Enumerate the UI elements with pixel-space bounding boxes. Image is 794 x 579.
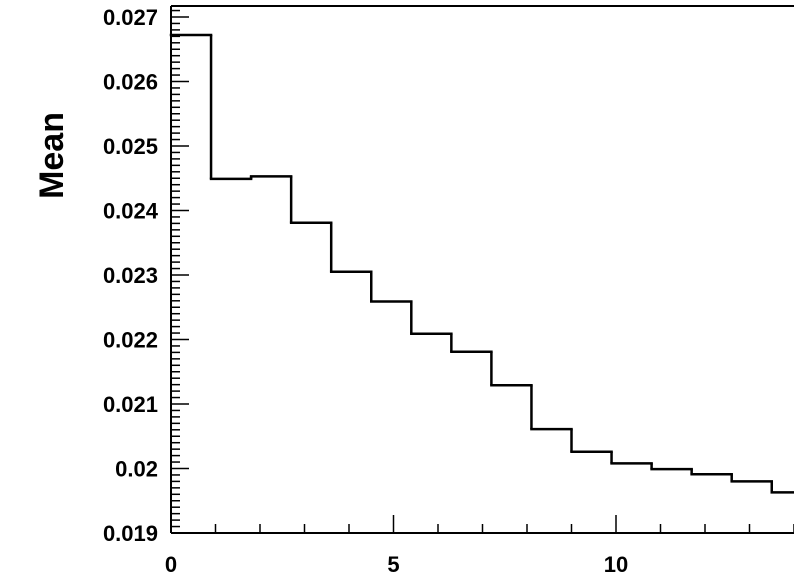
y-axis-title: Mean — [33, 112, 71, 199]
y-tick-label: 0.024 — [103, 199, 159, 224]
y-tick-label: 0.022 — [103, 328, 158, 353]
x-tick-label: 10 — [604, 552, 628, 577]
y-tick-label: 0.026 — [103, 70, 158, 95]
y-tick-label: 0.019 — [103, 521, 158, 546]
x-tick-label: 0 — [165, 552, 177, 577]
y-tick-label: 0.025 — [103, 134, 158, 159]
x-tick-label: 5 — [387, 552, 399, 577]
y-tick-label: 0.021 — [103, 392, 158, 417]
y-tick-label: 0.02 — [115, 457, 158, 482]
y-tick-label: 0.027 — [103, 5, 158, 30]
y-tick-label: 0.023 — [103, 263, 158, 288]
